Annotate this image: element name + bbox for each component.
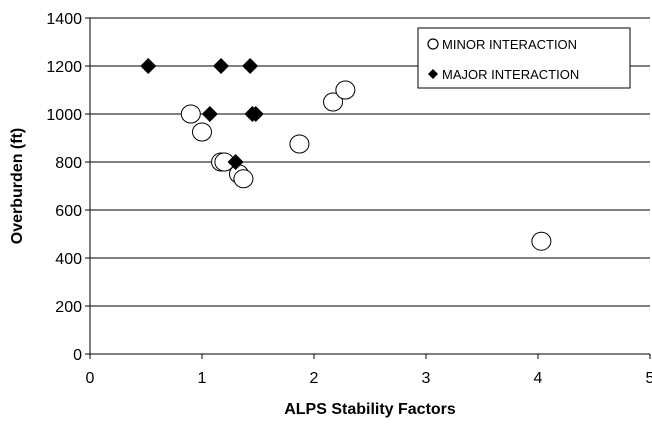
y-tick-label: 800 bbox=[55, 155, 82, 172]
y-tick-label: 1200 bbox=[46, 59, 82, 76]
minor-interaction-point bbox=[335, 80, 356, 100]
y-tick-label: 1000 bbox=[46, 107, 82, 124]
x-tick-label: 4 bbox=[534, 370, 543, 387]
x-tick-label: 3 bbox=[422, 370, 431, 387]
x-tick-label: 5 bbox=[646, 370, 652, 387]
y-tick-label: 600 bbox=[55, 203, 82, 220]
major-interaction-point bbox=[213, 58, 230, 74]
y-tick-label: 200 bbox=[55, 299, 82, 316]
legend-label-major: MAJOR INTERACTION bbox=[442, 67, 579, 82]
legend-marker-major bbox=[428, 69, 438, 79]
major-interaction-point bbox=[227, 154, 244, 170]
major-interaction-point bbox=[242, 58, 259, 74]
minor-interaction-point bbox=[323, 92, 344, 112]
y-tick-labels: 0 200 400 600 800 1000 1200 1400 bbox=[46, 11, 82, 364]
x-tick-label: 2 bbox=[310, 370, 319, 387]
minor-interaction-point bbox=[531, 231, 552, 251]
x-tick-label: 0 bbox=[86, 370, 95, 387]
y-tick-label: 0 bbox=[73, 347, 82, 364]
major-interaction-point bbox=[140, 58, 157, 74]
x-axis-title: ALPS Stability Factors bbox=[284, 401, 456, 418]
minor-interaction-point bbox=[192, 122, 212, 142]
axes bbox=[89, 18, 650, 355]
y-tick-label: 400 bbox=[55, 251, 82, 268]
x-tick-label: 1 bbox=[198, 370, 207, 387]
legend-box bbox=[417, 27, 631, 89]
legend-label-minor: MINOR INTERACTION bbox=[442, 37, 577, 52]
minor-interaction-point bbox=[180, 104, 201, 124]
minor-interaction-point bbox=[289, 134, 310, 154]
legend: MINOR INTERACTION MAJOR INTERACTION bbox=[417, 27, 631, 89]
minor-interaction-point bbox=[233, 169, 254, 189]
major-interaction-point bbox=[201, 106, 218, 122]
major-interaction-point bbox=[247, 106, 264, 122]
y-axis-title: Overburden (ft) bbox=[9, 128, 26, 244]
gridlines bbox=[85, 17, 651, 359]
x-tick-labels: 0 1 2 3 4 5 bbox=[86, 370, 652, 387]
legend-marker-minor bbox=[427, 38, 439, 50]
y-tick-label: 1400 bbox=[46, 11, 82, 28]
data-points bbox=[140, 58, 552, 251]
